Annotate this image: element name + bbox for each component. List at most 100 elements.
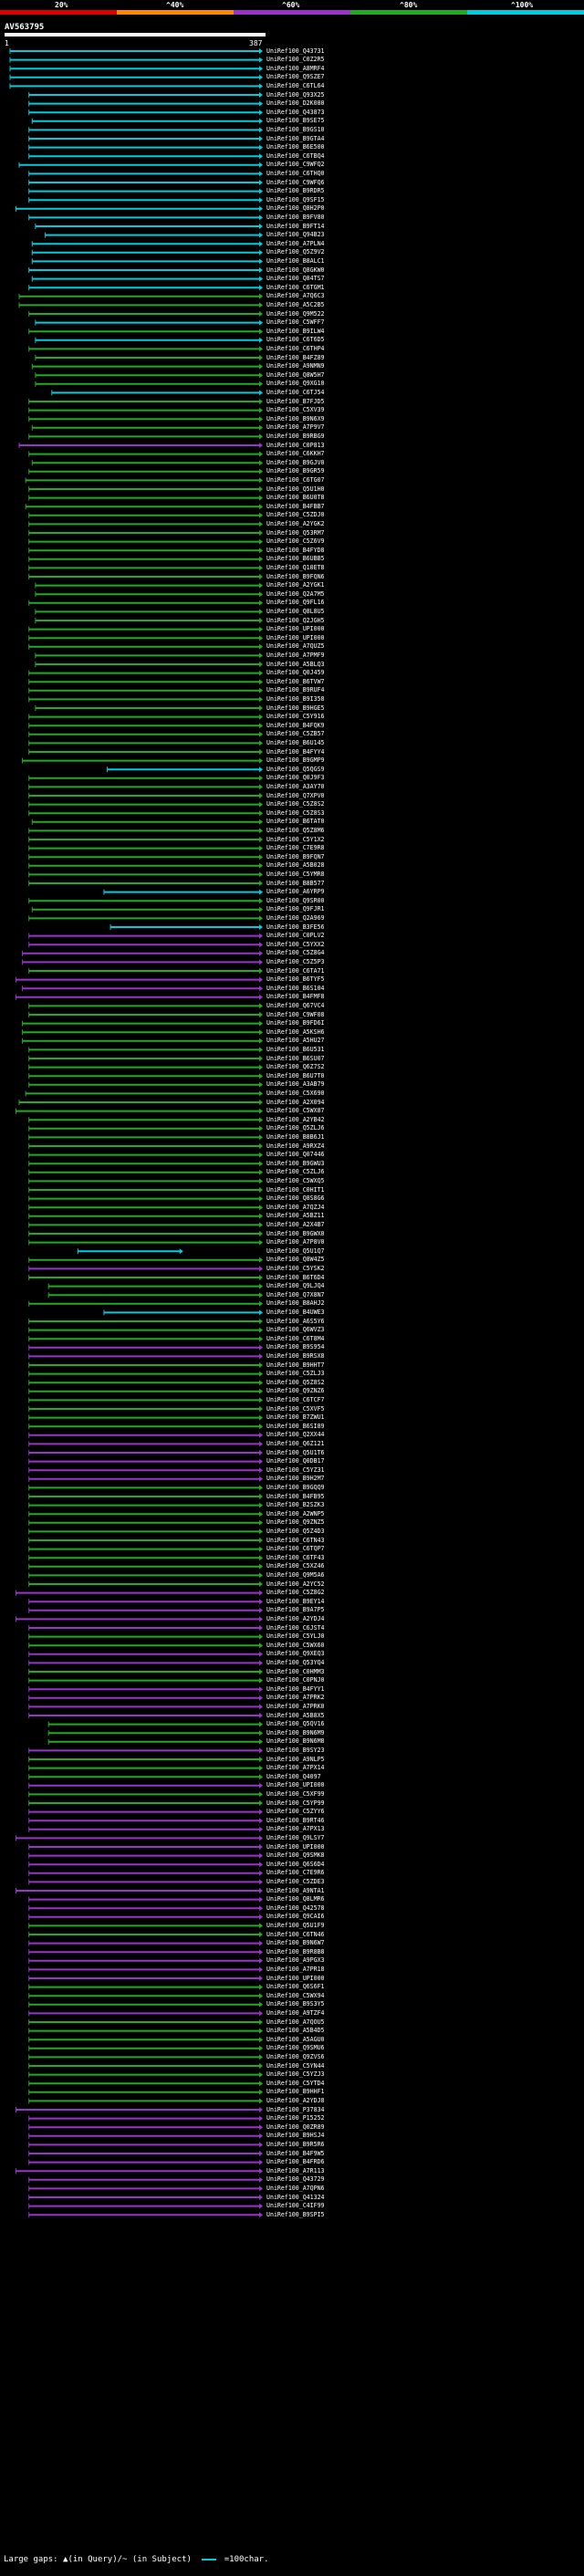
- hit-label[interactable]: UniRef100_Q8S8G6: [266, 1194, 325, 1203]
- hit-label[interactable]: UniRef100_A7PX14: [266, 1764, 325, 1772]
- hit-label[interactable]: UniRef100_Q0ZR89: [266, 2122, 325, 2131]
- hit-label[interactable]: UniRef100_Q8GKW0: [266, 266, 325, 274]
- hit-label[interactable]: UniRef100_Q7X8N7: [266, 1290, 325, 1298]
- hit-label[interactable]: UniRef100_A7PX13: [266, 1825, 325, 1833]
- hit-label[interactable]: UniRef100_C6TL64: [266, 81, 325, 89]
- hit-label[interactable]: UniRef100_B8ALC1: [266, 256, 325, 265]
- hit-label[interactable]: UniRef100_A5B028: [266, 861, 325, 870]
- hit-label[interactable]: UniRef100_B7FJD5: [266, 397, 325, 405]
- hit-label[interactable]: UniRef100_B9RUF4: [266, 686, 325, 694]
- hit-label[interactable]: UniRef100_B9GQQ9: [266, 1483, 325, 1491]
- hit-label[interactable]: UniRef100_Q8LMR6: [266, 1895, 325, 1903]
- hit-label[interactable]: UniRef100_A5HU27: [266, 1037, 325, 1045]
- hit-label[interactable]: UniRef100_B9GMP9: [266, 756, 325, 765]
- hit-label[interactable]: UniRef100_B9FT14: [266, 222, 325, 230]
- hit-label[interactable]: UniRef100_Q9M522: [266, 309, 325, 318]
- hit-label[interactable]: UniRef100_Q9CAI6: [266, 1913, 325, 1921]
- hit-label[interactable]: UniRef100_A8MRF4: [266, 64, 325, 72]
- hit-label[interactable]: UniRef100_A9TZF4: [266, 2008, 325, 2017]
- hit-label[interactable]: UniRef100_B2SZK3: [266, 1501, 325, 1509]
- hit-label[interactable]: UniRef100_B9R5R6: [266, 2140, 325, 2148]
- hit-label[interactable]: UniRef100_Q5U1Q7: [266, 1246, 325, 1255]
- hit-label[interactable]: UniRef100_B9FD6I: [266, 1019, 325, 1027]
- hit-label[interactable]: UniRef100_C5YP99: [266, 1799, 325, 1807]
- hit-label[interactable]: UniRef100_Q9SZE7: [266, 73, 325, 81]
- hit-label[interactable]: UniRef100_C0Z2R5: [266, 56, 325, 64]
- hit-label[interactable]: UniRef100_Q43873: [266, 108, 325, 116]
- hit-label[interactable]: UniRef100_B6UBB5: [266, 555, 325, 563]
- hit-label[interactable]: UniRef100_C5ZLJ6: [266, 1168, 325, 1176]
- hit-label[interactable]: UniRef100_C0HMM3: [266, 1667, 325, 1675]
- hit-label[interactable]: UniRef100_C9WF08: [266, 1010, 325, 1018]
- hit-label[interactable]: UniRef100_Q6Z7S2: [266, 1063, 325, 1071]
- hit-label[interactable]: UniRef100_Q10ET8: [266, 563, 325, 571]
- hit-label[interactable]: UniRef100_B6SI89: [266, 1422, 325, 1430]
- hit-label[interactable]: UniRef100_Q5U1T6: [266, 1448, 325, 1456]
- hit-label[interactable]: UniRef100_B9GTA4: [266, 134, 325, 142]
- hit-label[interactable]: UniRef100_C5XZ46: [266, 1562, 325, 1570]
- hit-label[interactable]: UniRef100_B4UWE3: [266, 1308, 325, 1316]
- hit-label[interactable]: UniRef100_C6THP4: [266, 344, 325, 352]
- hit-label[interactable]: UniRef100_A7PRK2: [266, 1694, 325, 1702]
- hit-label[interactable]: UniRef100_A7QOU5: [266, 2018, 325, 2026]
- hit-label[interactable]: UniRef100_B9I358: [266, 694, 325, 703]
- hit-label[interactable]: UniRef100_A2YC52: [266, 1580, 325, 1588]
- hit-label[interactable]: UniRef100_A5B8X5: [266, 1711, 325, 1719]
- hit-label[interactable]: UniRef100_A7QPN6: [266, 2184, 325, 2192]
- hit-label[interactable]: UniRef100_A2WNP5: [266, 1509, 325, 1517]
- hit-label[interactable]: UniRef100_C5Z6V9: [266, 537, 325, 546]
- hit-label[interactable]: UniRef100_Q53YQ4: [266, 1658, 325, 1666]
- hit-label[interactable]: UniRef100_C5WX87: [266, 1107, 325, 1115]
- hit-label[interactable]: UniRef100_A7R113: [266, 2166, 325, 2174]
- hit-label[interactable]: UniRef100_Q94B23: [266, 231, 325, 239]
- hit-label[interactable]: UniRef100_C5Z8G4: [266, 949, 325, 957]
- hit-label[interactable]: UniRef100_C7E9R8: [266, 844, 325, 852]
- hit-label[interactable]: UniRef100_B7ZWU1: [266, 1413, 325, 1422]
- hit-label[interactable]: UniRef100_C5WX94: [266, 1991, 325, 1999]
- hit-label[interactable]: UniRef100_C6TF43: [266, 1553, 325, 1561]
- hit-label[interactable]: UniRef100_B8B577: [266, 879, 325, 887]
- hit-label[interactable]: UniRef100_Q9XEQ3: [266, 1650, 325, 1658]
- hit-label[interactable]: UniRef100_Q07446: [266, 1151, 325, 1159]
- hit-label[interactable]: UniRef100_A7PMF9: [266, 651, 325, 659]
- hit-label[interactable]: UniRef100_B9RDR5: [266, 187, 325, 195]
- hit-label[interactable]: UniRef100_C6TA71: [266, 966, 325, 975]
- hit-label[interactable]: UniRef100_B4FZ89: [266, 353, 325, 361]
- hit-label[interactable]: UniRef100_C6TJ54: [266, 388, 325, 396]
- hit-label[interactable]: UniRef100_C9WFQ6: [266, 178, 325, 186]
- hit-label[interactable]: UniRef100_B9N6X9: [266, 414, 325, 422]
- hit-label[interactable]: UniRef100_Q5QGS9: [266, 765, 325, 773]
- hit-label[interactable]: UniRef100_B9GR59: [266, 467, 325, 475]
- hit-label[interactable]: UniRef100_B4F9W5: [266, 2149, 325, 2157]
- hit-label[interactable]: UniRef100_Q9LJQ4: [266, 1282, 325, 1290]
- hit-label[interactable]: UniRef100_A9NLP5: [266, 1755, 325, 1763]
- hit-label[interactable]: UniRef100_Q9XG10: [266, 380, 325, 388]
- hit-label[interactable]: UniRef100_Q8W5H7: [266, 370, 325, 379]
- hit-label[interactable]: UniRef100_A2YDJ4: [266, 1614, 325, 1622]
- hit-label[interactable]: UniRef100_B6U531: [266, 1045, 325, 1053]
- hit-label[interactable]: UniRef100_Q5U1H0: [266, 485, 325, 493]
- hit-label[interactable]: UniRef100_A2YGK1: [266, 581, 325, 589]
- hit-label[interactable]: UniRef100_B9RBG9: [266, 432, 325, 440]
- hit-label[interactable]: UniRef100_C5XV39: [266, 406, 325, 414]
- hit-label[interactable]: UniRef100_C5Z8S2: [266, 800, 325, 808]
- hit-label[interactable]: UniRef100_A6YRP9: [266, 888, 325, 896]
- hit-label[interactable]: UniRef100_B6S104: [266, 984, 325, 992]
- hit-label[interactable]: UniRef100_UPI000: [266, 625, 325, 633]
- hit-label[interactable]: UniRef100_B9GJV0: [266, 458, 325, 466]
- hit-label[interactable]: UniRef100_A5C2B5: [266, 300, 325, 308]
- hit-label[interactable]: UniRef100_B9FQN6: [266, 572, 325, 580]
- hit-label[interactable]: UniRef100_C5YMR8: [266, 870, 325, 878]
- hit-label[interactable]: UniRef100_C0PNJ0: [266, 1676, 325, 1684]
- hit-label[interactable]: UniRef100_B9A7P5: [266, 1606, 325, 1614]
- hit-label[interactable]: UniRef100_A3AY70: [266, 782, 325, 790]
- hit-label[interactable]: UniRef100_B9SE75: [266, 117, 325, 125]
- hit-label[interactable]: UniRef100_Q9LSY7: [266, 1833, 325, 1841]
- hit-label[interactable]: UniRef100_B9N6M8: [266, 1737, 325, 1746]
- hit-label[interactable]: UniRef100_P15252: [266, 2114, 325, 2122]
- hit-label[interactable]: UniRef100_C4IF99: [266, 2202, 325, 2210]
- hit-label[interactable]: UniRef100_B6U0T8: [266, 494, 325, 502]
- hit-label[interactable]: UniRef100_Q9SF15: [266, 195, 325, 203]
- hit-label[interactable]: UniRef100_Q5ZLJ6: [266, 1124, 325, 1132]
- hit-label[interactable]: UniRef100_B3FE56: [266, 923, 325, 931]
